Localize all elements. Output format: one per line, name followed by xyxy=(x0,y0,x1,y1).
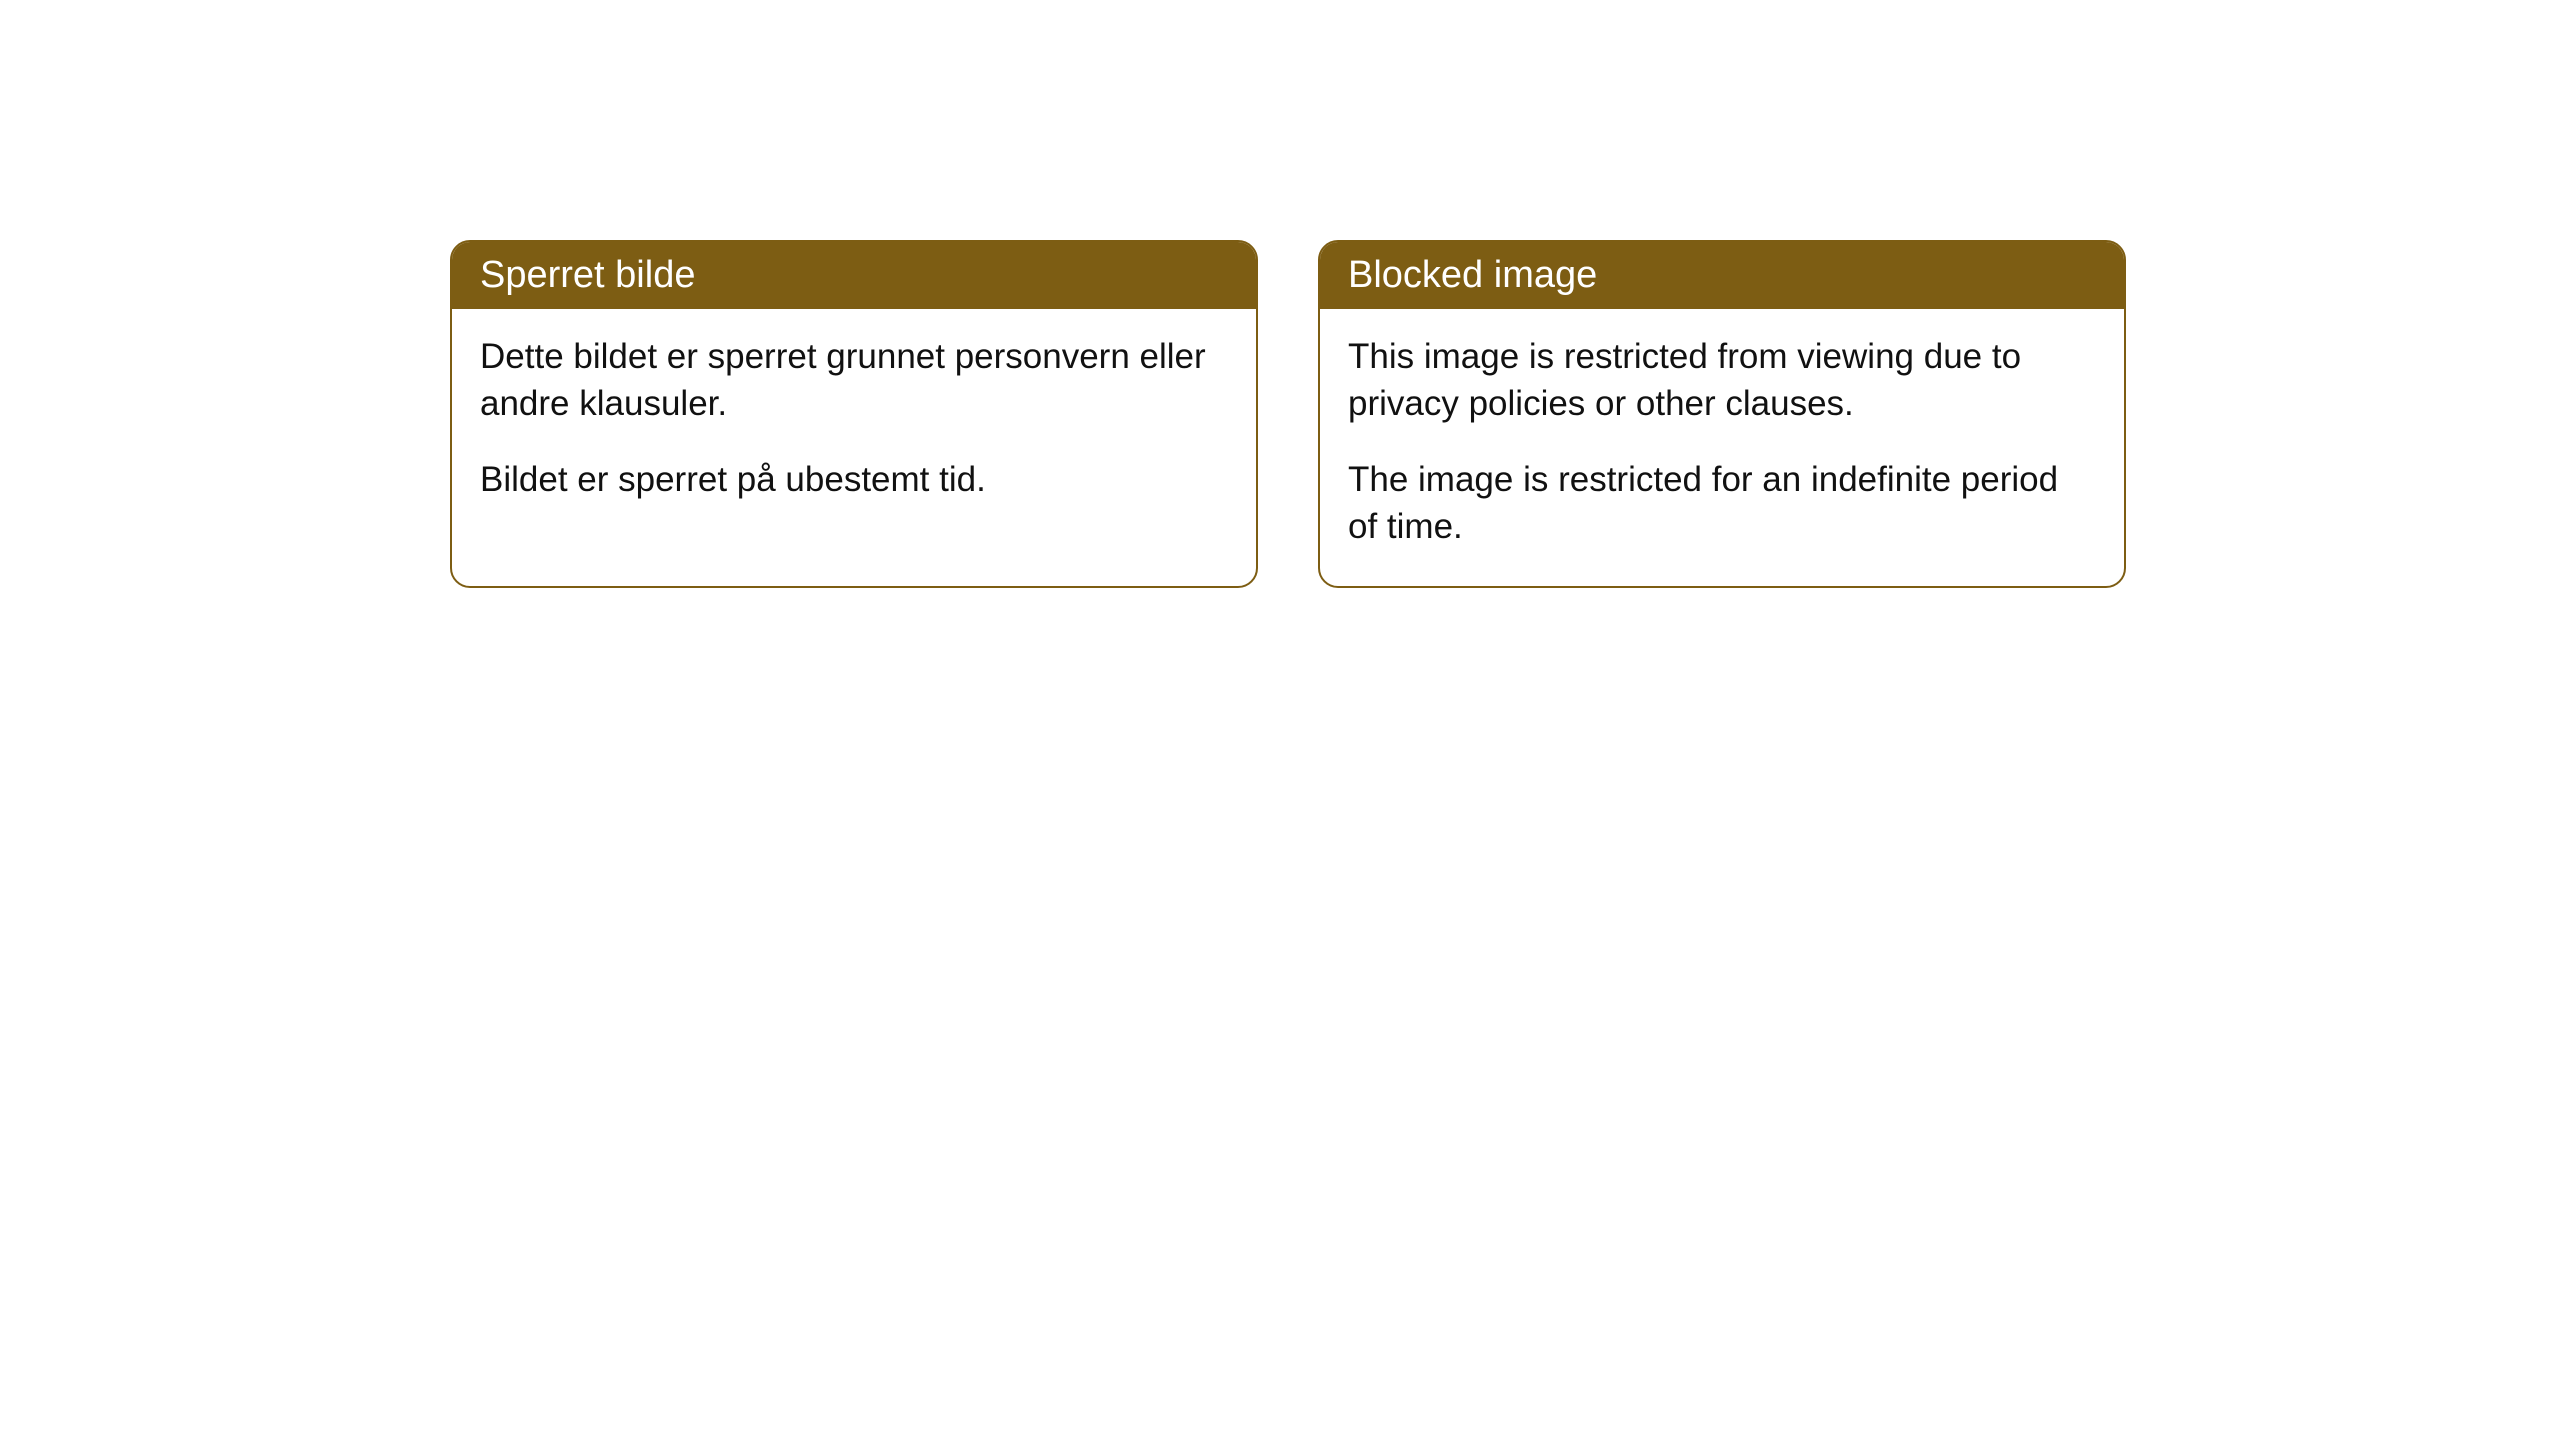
card-title-english: Blocked image xyxy=(1348,254,1597,296)
notice-card-english: Blocked image This image is restricted f… xyxy=(1318,240,2126,588)
card-body-english: This image is restricted from viewing du… xyxy=(1320,309,2124,586)
card-header-norwegian: Sperret bilde xyxy=(452,242,1256,309)
card-paragraph-1-norwegian: Dette bildet er sperret grunnet personve… xyxy=(480,333,1228,428)
card-paragraph-1-english: This image is restricted from viewing du… xyxy=(1348,333,2096,428)
card-title-norwegian: Sperret bilde xyxy=(480,254,695,296)
notice-cards-container: Sperret bilde Dette bildet er sperret gr… xyxy=(450,240,2126,588)
card-paragraph-2-english: The image is restricted for an indefinit… xyxy=(1348,456,2096,551)
card-body-norwegian: Dette bildet er sperret grunnet personve… xyxy=(452,309,1256,539)
card-header-english: Blocked image xyxy=(1320,242,2124,309)
card-paragraph-2-norwegian: Bildet er sperret på ubestemt tid. xyxy=(480,456,1228,503)
notice-card-norwegian: Sperret bilde Dette bildet er sperret gr… xyxy=(450,240,1258,588)
